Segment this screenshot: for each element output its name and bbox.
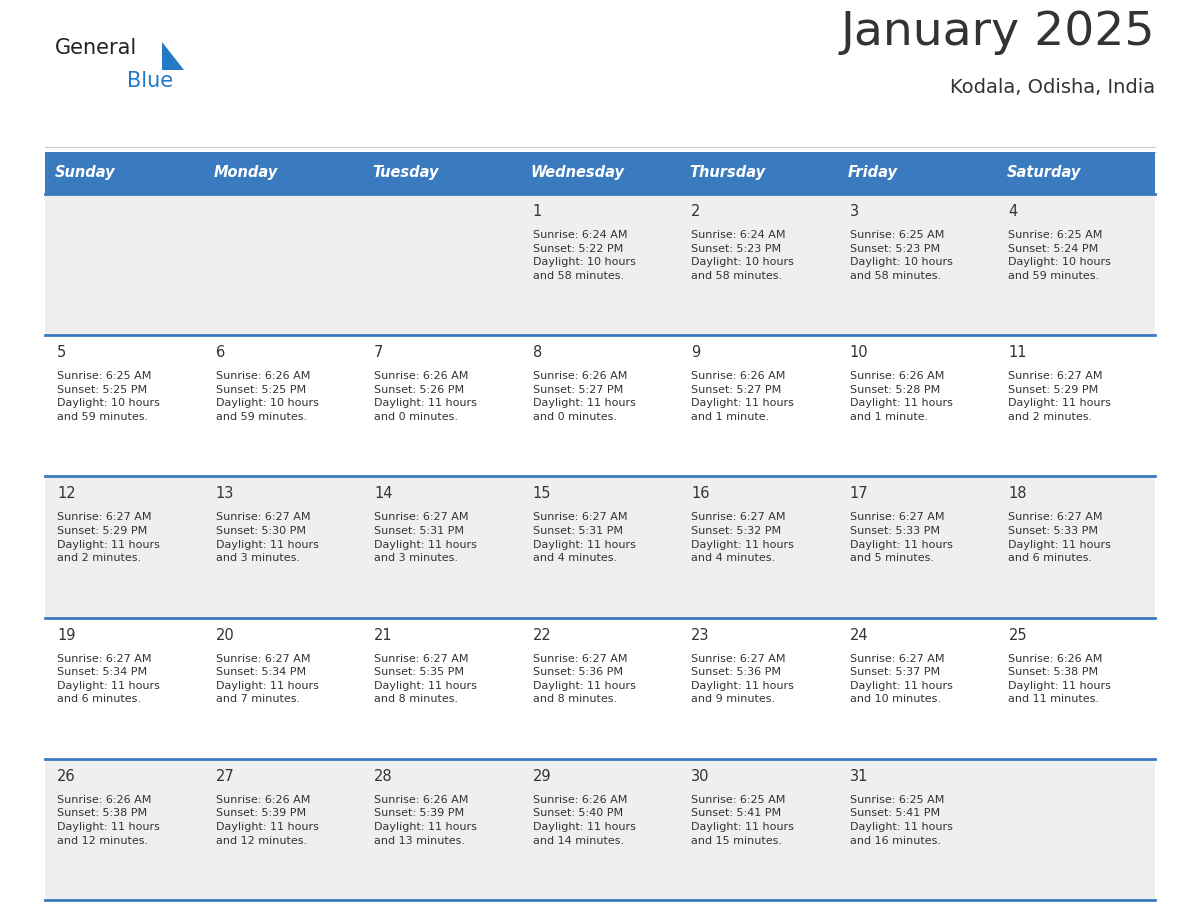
- Text: 31: 31: [849, 768, 868, 784]
- Text: 13: 13: [215, 487, 234, 501]
- Text: Sunrise: 6:26 AM
Sunset: 5:27 PM
Daylight: 11 hours
and 1 minute.: Sunrise: 6:26 AM Sunset: 5:27 PM Dayligh…: [691, 371, 794, 422]
- Text: Sunrise: 6:27 AM
Sunset: 5:30 PM
Daylight: 11 hours
and 3 minutes.: Sunrise: 6:27 AM Sunset: 5:30 PM Dayligh…: [215, 512, 318, 564]
- Text: Tuesday: Tuesday: [372, 165, 438, 181]
- Text: 25: 25: [1009, 628, 1028, 643]
- Bar: [45, 152, 203, 194]
- Text: Sunrise: 6:26 AM
Sunset: 5:38 PM
Daylight: 11 hours
and 11 minutes.: Sunrise: 6:26 AM Sunset: 5:38 PM Dayligh…: [1009, 654, 1111, 704]
- Bar: [45, 335, 1155, 476]
- Text: 29: 29: [532, 768, 551, 784]
- Bar: [203, 152, 362, 194]
- Text: Sunrise: 6:26 AM
Sunset: 5:28 PM
Daylight: 11 hours
and 1 minute.: Sunrise: 6:26 AM Sunset: 5:28 PM Dayligh…: [849, 371, 953, 422]
- Text: 26: 26: [57, 768, 76, 784]
- Text: 24: 24: [849, 628, 868, 643]
- Text: Sunrise: 6:27 AM
Sunset: 5:36 PM
Daylight: 11 hours
and 8 minutes.: Sunrise: 6:27 AM Sunset: 5:36 PM Dayligh…: [532, 654, 636, 704]
- Text: 14: 14: [374, 487, 393, 501]
- Text: Sunrise: 6:27 AM
Sunset: 5:37 PM
Daylight: 11 hours
and 10 minutes.: Sunrise: 6:27 AM Sunset: 5:37 PM Dayligh…: [849, 654, 953, 704]
- Text: 22: 22: [532, 628, 551, 643]
- Text: Sunrise: 6:27 AM
Sunset: 5:29 PM
Daylight: 11 hours
and 2 minutes.: Sunrise: 6:27 AM Sunset: 5:29 PM Dayligh…: [57, 512, 160, 564]
- Text: Sunrise: 6:27 AM
Sunset: 5:33 PM
Daylight: 11 hours
and 6 minutes.: Sunrise: 6:27 AM Sunset: 5:33 PM Dayligh…: [1009, 512, 1111, 564]
- Text: Sunrise: 6:25 AM
Sunset: 5:25 PM
Daylight: 10 hours
and 59 minutes.: Sunrise: 6:25 AM Sunset: 5:25 PM Dayligh…: [57, 371, 160, 422]
- Bar: [838, 152, 997, 194]
- Bar: [680, 152, 838, 194]
- Text: 4: 4: [1009, 204, 1018, 219]
- Text: 16: 16: [691, 487, 709, 501]
- Text: 19: 19: [57, 628, 76, 643]
- Text: 28: 28: [374, 768, 393, 784]
- Text: 17: 17: [849, 487, 868, 501]
- Text: Sunrise: 6:24 AM
Sunset: 5:22 PM
Daylight: 10 hours
and 58 minutes.: Sunrise: 6:24 AM Sunset: 5:22 PM Dayligh…: [532, 230, 636, 281]
- Text: Blue: Blue: [127, 71, 173, 91]
- Text: Sunrise: 6:25 AM
Sunset: 5:41 PM
Daylight: 11 hours
and 15 minutes.: Sunrise: 6:25 AM Sunset: 5:41 PM Dayligh…: [691, 795, 794, 845]
- Text: Sunday: Sunday: [55, 165, 115, 181]
- Text: Sunrise: 6:27 AM
Sunset: 5:31 PM
Daylight: 11 hours
and 4 minutes.: Sunrise: 6:27 AM Sunset: 5:31 PM Dayligh…: [532, 512, 636, 564]
- Text: Friday: Friday: [848, 165, 898, 181]
- Text: Saturday: Saturday: [1006, 165, 1081, 181]
- Bar: [45, 618, 1155, 759]
- Bar: [45, 194, 1155, 335]
- Text: General: General: [55, 38, 138, 58]
- Text: Sunrise: 6:27 AM
Sunset: 5:34 PM
Daylight: 11 hours
and 6 minutes.: Sunrise: 6:27 AM Sunset: 5:34 PM Dayligh…: [57, 654, 160, 704]
- Text: 11: 11: [1009, 345, 1026, 360]
- Bar: [520, 152, 680, 194]
- Text: January 2025: January 2025: [840, 10, 1155, 55]
- Text: Sunrise: 6:25 AM
Sunset: 5:24 PM
Daylight: 10 hours
and 59 minutes.: Sunrise: 6:25 AM Sunset: 5:24 PM Dayligh…: [1009, 230, 1111, 281]
- Text: Sunrise: 6:24 AM
Sunset: 5:23 PM
Daylight: 10 hours
and 58 minutes.: Sunrise: 6:24 AM Sunset: 5:23 PM Dayligh…: [691, 230, 794, 281]
- Polygon shape: [162, 42, 184, 70]
- Text: 2: 2: [691, 204, 701, 219]
- Text: 6: 6: [215, 345, 225, 360]
- Text: Sunrise: 6:27 AM
Sunset: 5:36 PM
Daylight: 11 hours
and 9 minutes.: Sunrise: 6:27 AM Sunset: 5:36 PM Dayligh…: [691, 654, 794, 704]
- Text: 1: 1: [532, 204, 542, 219]
- Text: 18: 18: [1009, 487, 1026, 501]
- Text: 5: 5: [57, 345, 67, 360]
- Bar: [45, 476, 1155, 618]
- Text: Sunrise: 6:25 AM
Sunset: 5:23 PM
Daylight: 10 hours
and 58 minutes.: Sunrise: 6:25 AM Sunset: 5:23 PM Dayligh…: [849, 230, 953, 281]
- Text: Thursday: Thursday: [689, 165, 765, 181]
- Text: 9: 9: [691, 345, 701, 360]
- Text: 12: 12: [57, 487, 76, 501]
- Text: Sunrise: 6:26 AM
Sunset: 5:39 PM
Daylight: 11 hours
and 12 minutes.: Sunrise: 6:26 AM Sunset: 5:39 PM Dayligh…: [215, 795, 318, 845]
- Text: Sunrise: 6:27 AM
Sunset: 5:35 PM
Daylight: 11 hours
and 8 minutes.: Sunrise: 6:27 AM Sunset: 5:35 PM Dayligh…: [374, 654, 478, 704]
- Text: Sunrise: 6:26 AM
Sunset: 5:38 PM
Daylight: 11 hours
and 12 minutes.: Sunrise: 6:26 AM Sunset: 5:38 PM Dayligh…: [57, 795, 160, 845]
- Text: 20: 20: [215, 628, 234, 643]
- Text: 10: 10: [849, 345, 868, 360]
- Text: 23: 23: [691, 628, 709, 643]
- Bar: [997, 152, 1155, 194]
- Text: 3: 3: [849, 204, 859, 219]
- Text: 27: 27: [215, 768, 234, 784]
- Text: Sunrise: 6:26 AM
Sunset: 5:27 PM
Daylight: 11 hours
and 0 minutes.: Sunrise: 6:26 AM Sunset: 5:27 PM Dayligh…: [532, 371, 636, 422]
- Text: Sunrise: 6:26 AM
Sunset: 5:25 PM
Daylight: 10 hours
and 59 minutes.: Sunrise: 6:26 AM Sunset: 5:25 PM Dayligh…: [215, 371, 318, 422]
- Text: Sunrise: 6:26 AM
Sunset: 5:26 PM
Daylight: 11 hours
and 0 minutes.: Sunrise: 6:26 AM Sunset: 5:26 PM Dayligh…: [374, 371, 478, 422]
- Text: Sunrise: 6:27 AM
Sunset: 5:29 PM
Daylight: 11 hours
and 2 minutes.: Sunrise: 6:27 AM Sunset: 5:29 PM Dayligh…: [1009, 371, 1111, 422]
- Text: 21: 21: [374, 628, 393, 643]
- Text: Sunrise: 6:26 AM
Sunset: 5:40 PM
Daylight: 11 hours
and 14 minutes.: Sunrise: 6:26 AM Sunset: 5:40 PM Dayligh…: [532, 795, 636, 845]
- Text: Sunrise: 6:27 AM
Sunset: 5:31 PM
Daylight: 11 hours
and 3 minutes.: Sunrise: 6:27 AM Sunset: 5:31 PM Dayligh…: [374, 512, 478, 564]
- Text: Sunrise: 6:26 AM
Sunset: 5:39 PM
Daylight: 11 hours
and 13 minutes.: Sunrise: 6:26 AM Sunset: 5:39 PM Dayligh…: [374, 795, 478, 845]
- Bar: [45, 759, 1155, 900]
- Text: Sunrise: 6:27 AM
Sunset: 5:33 PM
Daylight: 11 hours
and 5 minutes.: Sunrise: 6:27 AM Sunset: 5:33 PM Dayligh…: [849, 512, 953, 564]
- Text: Sunrise: 6:27 AM
Sunset: 5:34 PM
Daylight: 11 hours
and 7 minutes.: Sunrise: 6:27 AM Sunset: 5:34 PM Dayligh…: [215, 654, 318, 704]
- Text: 7: 7: [374, 345, 384, 360]
- Text: Wednesday: Wednesday: [531, 165, 625, 181]
- Text: Sunrise: 6:27 AM
Sunset: 5:32 PM
Daylight: 11 hours
and 4 minutes.: Sunrise: 6:27 AM Sunset: 5:32 PM Dayligh…: [691, 512, 794, 564]
- Text: 30: 30: [691, 768, 709, 784]
- Text: 15: 15: [532, 487, 551, 501]
- Text: 8: 8: [532, 345, 542, 360]
- Text: Monday: Monday: [214, 165, 278, 181]
- Bar: [362, 152, 520, 194]
- Text: Sunrise: 6:25 AM
Sunset: 5:41 PM
Daylight: 11 hours
and 16 minutes.: Sunrise: 6:25 AM Sunset: 5:41 PM Dayligh…: [849, 795, 953, 845]
- Text: Kodala, Odisha, India: Kodala, Odisha, India: [950, 78, 1155, 97]
